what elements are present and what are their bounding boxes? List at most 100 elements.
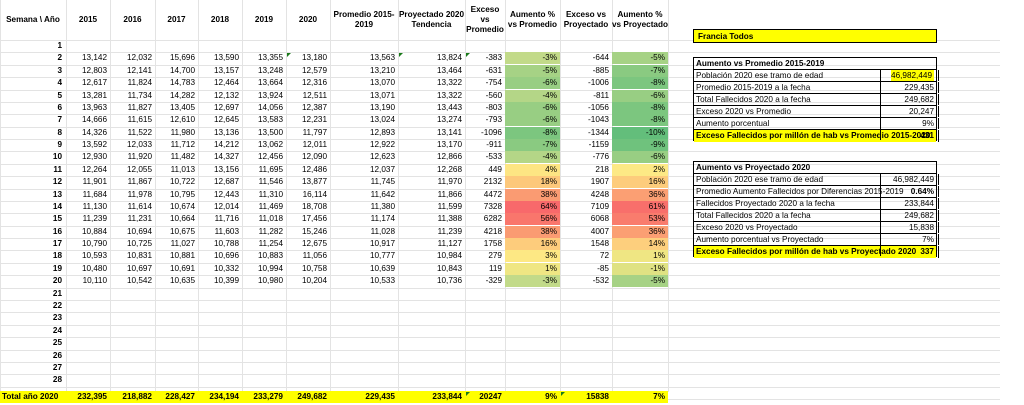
table-cell[interactable]: 10,831 [126, 251, 152, 261]
table-cell[interactable]: 279 [488, 251, 502, 261]
column-header[interactable]: Aumento % vs Promedio [507, 10, 558, 29]
table-cell[interactable] [612, 312, 668, 324]
table-cell[interactable]: 10,795 [169, 189, 195, 199]
panel-row-value[interactable]: 7% [922, 235, 934, 244]
table-cell[interactable]: 12,033 [126, 140, 152, 150]
table-cell[interactable]: 10,332 [213, 263, 239, 273]
table-cell[interactable]: 64% [505, 200, 560, 213]
table-cell[interactable] [198, 374, 242, 386]
table-cell[interactable]: 10,736 [436, 276, 462, 286]
table-cell[interactable]: 12,697 [213, 102, 239, 112]
column-header[interactable]: Exceso vs Proyectado [563, 10, 609, 29]
table-cell[interactable]: 14,326 [81, 127, 107, 137]
table-cell[interactable] [560, 350, 612, 362]
table-cell[interactable]: 11,734 [127, 90, 152, 100]
table-cell[interactable]: -6% [505, 77, 560, 90]
table-cell[interactable]: 12,803 [81, 65, 107, 75]
table-cell[interactable]: 11,978 [127, 189, 152, 199]
table-cell[interactable]: -811 [593, 90, 609, 100]
table-cell[interactable]: 11,866 [437, 189, 462, 199]
table-cell[interactable]: 1758 [483, 239, 502, 249]
table-cell[interactable]: 12,090 [301, 152, 327, 162]
table-cell[interactable]: -383 [485, 53, 502, 63]
table-cell[interactable]: 12,866 [436, 152, 462, 162]
table-cell[interactable]: 13,281 [81, 90, 107, 100]
table-cell[interactable] [286, 40, 330, 52]
table-cell[interactable]: 13,248 [257, 65, 283, 75]
table-cell[interactable]: 12,014 [213, 201, 239, 211]
column-header[interactable]: Exceso vs Promedio [466, 5, 504, 34]
table-cell[interactable] [612, 325, 668, 337]
table-cell[interactable] [110, 350, 155, 362]
table-cell[interactable]: 11,920 [127, 152, 152, 162]
table-cell[interactable] [242, 288, 286, 300]
table-cell[interactable]: 12,264 [81, 164, 107, 174]
table-cell[interactable]: 11,901 [82, 177, 107, 187]
panel-row-value[interactable]: 46,982,449 [893, 175, 934, 184]
table-cell[interactable] [398, 40, 465, 52]
table-cell[interactable]: 10,635 [169, 276, 195, 286]
table-cell[interactable]: -7% [505, 139, 560, 152]
totals-cell[interactable]: 229,435 [330, 390, 398, 403]
title-box[interactable]: Francia Todos [693, 29, 937, 43]
table-cell[interactable]: 10,593 [81, 251, 107, 261]
column-header[interactable]: Promedio 2015-2019 [333, 10, 395, 29]
table-cell[interactable] [505, 350, 560, 362]
table-cell[interactable] [66, 288, 110, 300]
table-cell[interactable]: 18% [505, 176, 560, 189]
table-cell[interactable]: 13,590 [213, 53, 239, 63]
table-cell[interactable] [242, 350, 286, 362]
table-cell[interactable] [330, 300, 398, 312]
table-cell[interactable]: 11,642 [370, 189, 395, 199]
table-cell[interactable]: 1907 [590, 177, 609, 187]
table-cell[interactable]: 6282 [483, 214, 502, 224]
table-cell[interactable]: 12,464 [213, 78, 239, 88]
table-cell[interactable] [242, 362, 286, 374]
table-cell[interactable]: -8% [612, 101, 668, 114]
totals-cell[interactable]: 249,682 [286, 390, 330, 403]
table-cell[interactable]: 11,127 [437, 239, 462, 249]
table-cell[interactable]: 11,599 [437, 201, 462, 211]
table-cell[interactable]: 11,254 [258, 239, 283, 249]
table-cell[interactable]: 13,142 [81, 53, 107, 63]
table-cell[interactable] [612, 300, 668, 312]
table-cell[interactable]: 12,930 [81, 152, 107, 162]
table-cell[interactable]: 7109 [590, 201, 609, 211]
table-cell[interactable] [110, 312, 155, 324]
table-cell[interactable]: 14,666 [81, 115, 107, 125]
panel-row-value[interactable]: 249,682 [904, 95, 934, 104]
table-cell[interactable] [398, 362, 465, 374]
table-cell[interactable] [286, 362, 330, 374]
table-cell[interactable] [398, 325, 465, 337]
table-cell[interactable] [505, 288, 560, 300]
table-cell[interactable]: 12,610 [169, 115, 195, 125]
table-cell[interactable]: 10,664 [169, 214, 195, 224]
table-cell[interactable] [330, 312, 398, 324]
table-cell[interactable]: -776 [592, 152, 609, 162]
table-cell[interactable]: 10,884 [81, 226, 107, 236]
table-cell[interactable]: 7328 [483, 201, 502, 211]
table-cell[interactable]: 11,174 [370, 214, 395, 224]
table-cell[interactable]: 11,712 [170, 140, 195, 150]
table-cell[interactable] [560, 40, 612, 52]
table-cell[interactable] [110, 362, 155, 374]
table-cell[interactable]: 13,355 [257, 53, 283, 63]
table-cell[interactable] [242, 312, 286, 324]
table-cell[interactable] [155, 312, 198, 324]
column-header[interactable]: 2015 [78, 15, 98, 24]
table-cell[interactable]: 12,456 [257, 152, 283, 162]
table-cell[interactable]: 10,204 [301, 276, 327, 286]
table-cell[interactable]: 10,758 [301, 263, 327, 273]
table-cell[interactable]: 14,212 [213, 140, 239, 150]
table-cell[interactable]: 13,824 [436, 53, 462, 63]
table-cell[interactable]: 13,664 [257, 78, 283, 88]
table-cell[interactable]: 11,310 [258, 189, 283, 199]
table-cell[interactable]: 38% [505, 188, 560, 201]
table-cell[interactable] [242, 325, 286, 337]
table-cell[interactable]: 10,725 [126, 239, 152, 249]
table-cell[interactable]: 12,675 [301, 239, 327, 249]
table-cell[interactable] [330, 288, 398, 300]
table-cell[interactable]: 12,132 [213, 90, 239, 100]
table-cell[interactable]: 14,783 [169, 78, 195, 88]
table-cell[interactable]: 10,722 [169, 177, 195, 187]
